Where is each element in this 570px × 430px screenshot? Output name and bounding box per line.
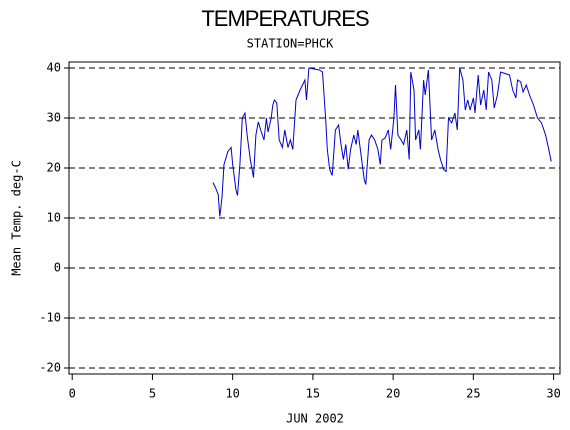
x-tick-label: 30 [546,387,560,401]
y-tick-label: 20 [47,161,61,175]
y-axis-label: Mean Temp. deg-C [10,160,24,276]
data-line [212,67,552,217]
x-tick-label: 0 [69,387,76,401]
x-tick-label: 20 [386,387,400,401]
y-tick-label: -20 [39,361,61,375]
x-tick-label: 15 [306,387,320,401]
chart-subtitle: STATION=PHCK [247,37,334,51]
y-tick-label: -10 [39,311,61,325]
y-tick-label: 10 [47,211,61,225]
x-tick-label: 10 [225,387,239,401]
chart-title: TEMPERATURES [201,6,369,31]
y-tick-label: 0 [54,261,61,275]
x-tick-label: 25 [466,387,480,401]
x-tick-label: 5 [149,387,156,401]
x-axis-label: JUN 2002 [286,412,344,426]
y-tick-label: 30 [47,111,61,125]
y-tick-label: 40 [47,61,61,75]
